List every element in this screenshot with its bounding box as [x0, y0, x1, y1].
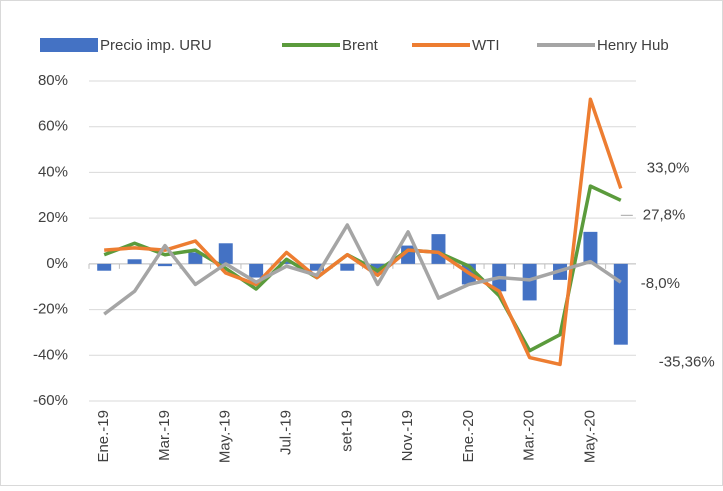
bar	[279, 261, 294, 264]
bar	[613, 263, 628, 345]
bar	[218, 243, 233, 264]
bar	[522, 263, 537, 301]
x-tick-label: May.-20	[581, 410, 598, 463]
legend-label: WTI	[472, 37, 500, 54]
bar	[188, 252, 203, 264]
x-tick-label: Ene.-19	[95, 410, 112, 463]
legend-label: Precio imp. URU	[100, 37, 212, 54]
y-tick-label: -20%	[33, 301, 68, 318]
bar	[583, 231, 598, 264]
y-tick-label: 60%	[38, 118, 68, 135]
data-label: 33,0%	[647, 159, 690, 176]
legend-swatch	[40, 38, 98, 52]
x-tick-label: set-19	[338, 410, 355, 452]
x-tick-label: Nov.-19	[399, 410, 416, 461]
y-tick-label: -60%	[33, 392, 68, 409]
bar	[431, 234, 446, 264]
y-tick-label: 80%	[38, 72, 68, 89]
bar	[370, 263, 385, 273]
x-tick-label: Mar.-19	[156, 410, 173, 461]
legend-label: Brent	[342, 37, 379, 54]
bar	[127, 259, 142, 264]
x-tick-label: May.-19	[217, 410, 234, 463]
x-tick-label: Mar.-20	[521, 410, 538, 461]
bar	[97, 263, 112, 271]
bar	[309, 263, 324, 271]
line	[103, 184, 622, 353]
legend-label: Henry Hub	[597, 37, 669, 54]
y-tick-label: -40%	[33, 346, 68, 363]
bar	[157, 263, 172, 267]
y-tick-label: 0%	[46, 255, 68, 272]
x-tick-label: Jul.-19	[277, 410, 294, 455]
line	[103, 223, 622, 316]
bar	[249, 263, 264, 278]
y-tick-label: 20%	[38, 209, 68, 226]
data-label: -8,0%	[641, 275, 680, 292]
y-tick-label: 40%	[38, 163, 68, 180]
bar	[340, 263, 355, 271]
line	[104, 97, 623, 367]
x-tick-label: Ene.-20	[460, 410, 477, 463]
data-label: 27,8%	[643, 206, 686, 223]
data-label: -35,36%	[659, 354, 715, 371]
